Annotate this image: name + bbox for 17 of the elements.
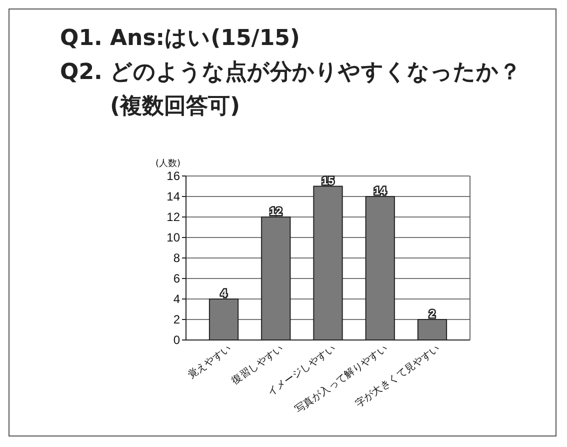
y-tick-label: 8: [173, 251, 180, 266]
chart-subtitle: Q2. どのような点が分かりやすくなったか？(複数回答可): [60, 59, 522, 121]
y-axis-title: (人数): [155, 158, 181, 169]
y-tick-label: 2: [173, 312, 180, 327]
chart-title: Q1. Ans:はい(15/15): [60, 25, 301, 53]
y-tick-label: 10: [166, 230, 180, 245]
y-tick-label: 0: [173, 333, 180, 348]
data-label: 15: [322, 175, 334, 188]
y-tick-label: 16: [166, 169, 180, 184]
data-label: 12: [270, 206, 282, 218]
data-label: 4: [220, 288, 228, 300]
y-tick-label: 4: [173, 292, 180, 306]
y-tick-label: 12: [166, 210, 180, 224]
data-label: 2: [429, 308, 436, 320]
y-tick-label: 14: [166, 190, 180, 204]
y-tick-label: 6: [173, 272, 180, 286]
data-label: 14: [374, 186, 388, 198]
